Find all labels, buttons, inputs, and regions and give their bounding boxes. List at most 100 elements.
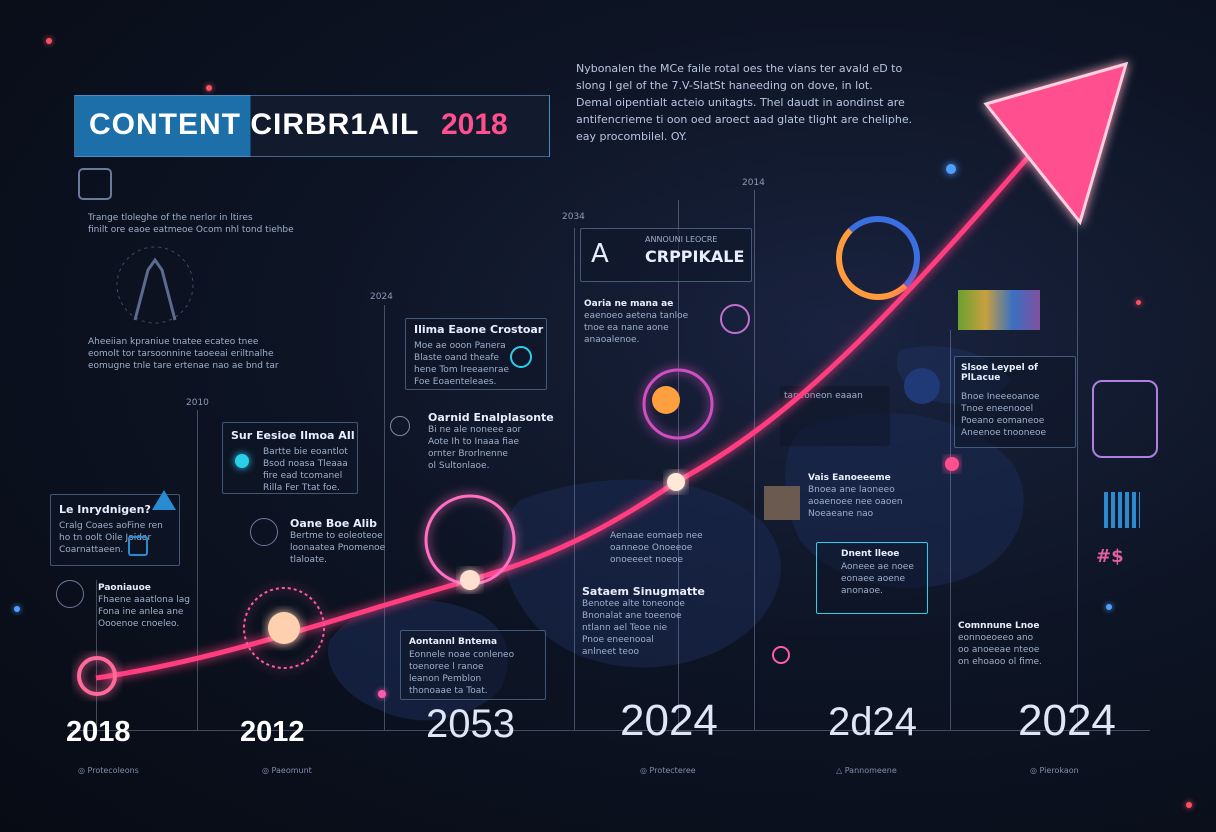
- card-line: taneoneon eaaan: [784, 391, 863, 401]
- note-line: anaoalenoe.: [584, 335, 640, 345]
- glow-dot: [1186, 802, 1192, 808]
- note-title: Oaria ne mana ae: [584, 299, 674, 309]
- feature-sub: ANNOUNI LEOCRE: [645, 235, 718, 244]
- footnote-text: Paeomunt: [271, 766, 312, 775]
- small-year-label: 2024: [370, 292, 393, 302]
- card-title: Le Inrydnigen?: [59, 503, 151, 516]
- glow-dot: [206, 85, 212, 91]
- timeline-card: Ilima Eaone Crostoar Moe ae ooon Panera …: [405, 318, 547, 390]
- briefcase-icon: [78, 168, 112, 200]
- intro-line: slong l gel of the 7.V-SlatSt haneeding …: [576, 79, 873, 92]
- bulb-icon: [652, 386, 680, 414]
- note-line: Bertme to eoleoteoe: [290, 531, 383, 541]
- gauge-icon: [510, 346, 532, 368]
- card-line: Tnoe eneenooel: [961, 404, 1034, 414]
- card-line: Cralg Coaes aoFine ren: [59, 521, 163, 531]
- timeline-axis: [70, 730, 1150, 731]
- timeline-note: Oarnid Enalplasonte Bi ne ale noneee aor…: [428, 412, 558, 472]
- feature-logo: A: [591, 239, 609, 269]
- timeline-card: Slsoe Leypel of PlLacue Bnoe Ineeeoanoe …: [954, 356, 1076, 448]
- footnote-text: Protecoleons: [87, 766, 139, 775]
- footnote-text: Pierokaon: [1039, 766, 1079, 775]
- milestone-node: [642, 368, 714, 440]
- glow-dot: [772, 646, 790, 664]
- person-icon: [56, 580, 84, 608]
- note-line: aoaenoee nee oaoen: [808, 497, 903, 507]
- card-line: ho tn oolt Oile Joidar: [59, 533, 152, 543]
- footnote: △ Pannomeene: [836, 766, 897, 775]
- small-year-label: 2010: [186, 398, 209, 408]
- milestone-node: [460, 570, 480, 590]
- left-panel-text: Trange tloleghe of the nerlor in ltires …: [88, 212, 308, 236]
- timeline-card: Dnent lleoe Aoneee ae noee eonaee aoene …: [816, 542, 928, 614]
- card-text: taneoneon eaaan: [784, 390, 886, 402]
- milestone-node: [945, 457, 959, 471]
- timeline-divider: [678, 200, 679, 730]
- glow-dot: [46, 38, 52, 44]
- note-line: tlaloate.: [290, 555, 327, 565]
- intro-paragraph: Nybonalen the MCe faile rotal oes the vi…: [576, 60, 946, 145]
- milestone-node: [904, 368, 940, 404]
- note-line: Fhaene aaatlona lag: [98, 595, 190, 605]
- chat-icon: [128, 536, 148, 556]
- timeline-year: 2053: [426, 702, 515, 746]
- note-line: Aenaae eomaeo nee: [610, 531, 703, 541]
- timeline-divider: [96, 580, 97, 730]
- title-year: 2018: [441, 108, 508, 141]
- note-line: ornter Brorlnenne: [428, 449, 508, 459]
- note-line: Benotee alte toneonoe: [582, 599, 685, 609]
- target-icon: [235, 454, 249, 468]
- note-line: Bi ne ale noneee aor: [428, 425, 522, 435]
- timeline-divider: [1077, 210, 1078, 730]
- note-line: Fona ine anlea ane: [98, 607, 184, 617]
- card-line: Eonnele noae conleneo: [409, 650, 515, 660]
- left-panel-line: Aheeiian kpraniue tnatee ecateo tnee: [88, 337, 259, 347]
- note-line: Pnoe eneenooal: [582, 635, 654, 645]
- small-year-label: 2034: [562, 212, 585, 222]
- card-text: Aoneee ae noee eonaee aoene anonaoe.: [841, 561, 927, 597]
- footnote: ◎ Pierokaon: [1030, 766, 1079, 775]
- card-line: thonoaae ta Toat.: [409, 686, 488, 696]
- left-panel-text-2: Aheeiian kpraniue tnatee ecateo tnee eom…: [88, 336, 288, 372]
- note-line: Oooenoe cnoeleo.: [98, 619, 180, 629]
- intro-line: Demal oipentialt acteio unitagts. Thel d…: [576, 96, 905, 109]
- left-panel-line: eomugne tnle tare ertenae nao ae bnd tar: [88, 361, 279, 371]
- timeline-note: Comnnune Lnoe eonnoeoeeo ano oo anoeeae …: [958, 620, 1078, 668]
- qr-icon: [1104, 492, 1140, 528]
- title-banner: CONTENT CIRBR1AIL 2018: [74, 95, 550, 157]
- milestone-node: [243, 587, 325, 669]
- card-line: Moe ae ooon Panera: [414, 341, 506, 351]
- small-year-label: 2014: [742, 178, 765, 188]
- intro-line: eay procombilel. OY.: [576, 130, 687, 143]
- left-panel-line: eomolt tor tarsoonnine taoeeai eriltnalh…: [88, 349, 274, 359]
- timeline-year: 2012: [240, 716, 305, 748]
- hands-icon: [116, 246, 194, 324]
- note-line: Noeaeane nao: [808, 509, 874, 519]
- feature-card: A ANNOUNI LEOCRE CRPPIKALE: [580, 228, 752, 282]
- note-line: on ehoaoo ol fime.: [958, 657, 1042, 667]
- card-line: hene Tom lreeaenrae: [414, 365, 510, 375]
- note-line: anlneet teoo: [582, 647, 639, 657]
- footnote: ◎ Protecoleons: [78, 766, 139, 775]
- milestone-node: [268, 612, 300, 644]
- intro-line: Nybonalen the MCe faile rotal oes the vi…: [576, 62, 903, 75]
- glow-dot: [1136, 300, 1141, 305]
- left-panel-line: Trange tloleghe of the nerlor in ltires: [88, 213, 253, 223]
- card-text: Cralg Coaes aoFine ren ho tn oolt Oile J…: [59, 520, 179, 556]
- note-line: ol Sultonlaoe.: [428, 461, 490, 471]
- glow-dot: [378, 690, 386, 698]
- card-line: Blaste oand theafe: [414, 353, 500, 363]
- card-line: Coarnattaeen.: [59, 545, 124, 555]
- card-title: Ilima Eaone Crostoar: [414, 323, 544, 336]
- card-title: Dnent lleoe: [841, 549, 900, 559]
- note-line: oanneoe Onoeeoe: [610, 543, 693, 553]
- card-line: Poeano eomaneoe: [961, 416, 1045, 426]
- timeline-note: Oaria ne mana ae eaenoeo aetena tanloe t…: [584, 298, 714, 346]
- timeline-year: 2018: [66, 716, 131, 748]
- timeline-divider: [574, 228, 575, 730]
- note-line: tnoe ea nane aone: [584, 323, 669, 333]
- milestone-node: [667, 473, 685, 491]
- timeline-note: Oane Boe Alib Bertme to eoleoteoe loonaa…: [290, 518, 410, 566]
